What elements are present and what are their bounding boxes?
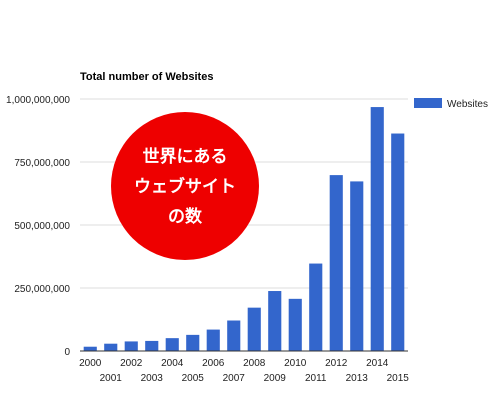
x-tick-label: 2009	[264, 373, 287, 384]
badge-circle	[111, 112, 259, 260]
x-tick-label: 2012	[325, 358, 348, 369]
x-tick-label: 2013	[346, 373, 369, 384]
badge-line-3: の数	[168, 206, 203, 227]
bars	[83, 107, 405, 352]
badge-line-2: ウェブサイト	[134, 176, 236, 197]
x-tick-label: 2007	[223, 373, 246, 384]
x-tick-label: 2004	[161, 358, 184, 369]
legend-label: Websites	[447, 99, 488, 110]
bar-2002	[124, 341, 138, 351]
x-tick-label: 2008	[243, 358, 266, 369]
bar-2012	[329, 175, 343, 351]
legend: Websites	[414, 98, 488, 110]
x-tick-label: 2014	[366, 358, 389, 369]
x-axis-ticks: 2000 2001 2002 2003 2004 2005 2006 2007 2008 2009…	[79, 358, 409, 384]
x-tick-label: 2006	[202, 358, 225, 369]
y-tick-label: 0	[64, 347, 70, 358]
x-tick-label: 2003	[141, 373, 164, 384]
y-tick-label: 250,000,000	[14, 284, 70, 295]
bar-2003	[145, 340, 159, 351]
bar-2004	[165, 338, 179, 351]
y-tick-label: 1,000,000,000	[6, 95, 70, 106]
y-tick-label: 750,000,000	[14, 158, 70, 169]
badge-line-1: 世界にある	[143, 147, 228, 167]
bar-2010	[288, 298, 302, 351]
bar-2009	[268, 291, 282, 351]
x-tick-label: 2002	[120, 358, 143, 369]
x-tick-label: 2000	[79, 358, 102, 369]
x-tick-label: 2001	[100, 373, 123, 384]
bar-2014	[370, 107, 384, 352]
badge: 世界にある ウェブサイト の数	[111, 112, 259, 260]
bar-2005	[186, 334, 200, 351]
chart-title: Total number of Websites	[80, 71, 213, 83]
x-tick-label: 2011	[305, 373, 327, 384]
bar-2008	[247, 307, 261, 351]
bar-2011	[309, 263, 323, 351]
legend-swatch	[414, 98, 442, 108]
bar-2006	[206, 329, 220, 351]
y-axis-ticks: 0 250,000,000 500,000,000 750,000,000 1,000,…	[6, 95, 70, 358]
x-tick-label: 2005	[182, 373, 205, 384]
bar-2013	[350, 181, 364, 351]
bar-2001	[104, 343, 118, 351]
x-tick-label: 2010	[284, 358, 307, 369]
bar-2000	[83, 346, 97, 351]
x-tick-label: 2015	[387, 373, 410, 384]
bar-2007	[227, 320, 241, 351]
bar-2015	[391, 133, 405, 351]
y-tick-label: 500,000,000	[14, 221, 70, 232]
